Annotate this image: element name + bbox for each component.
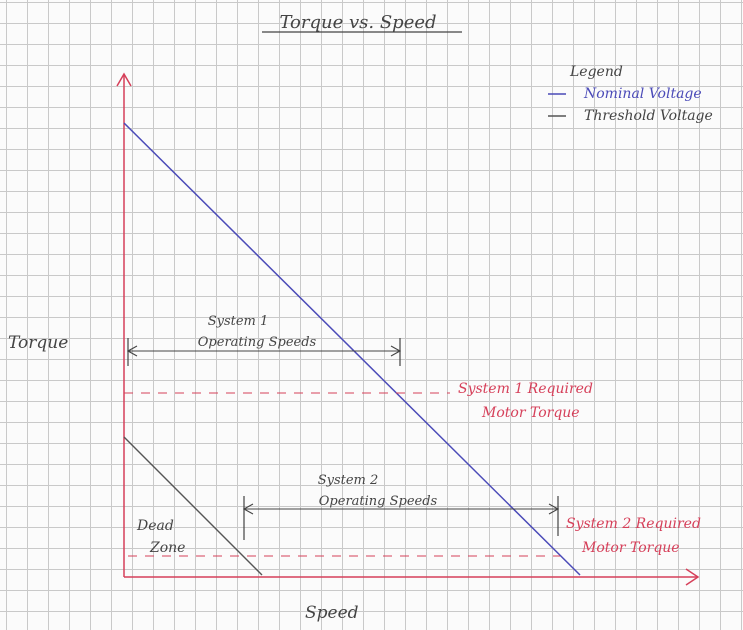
system1-range-left-arrow: [126, 345, 138, 357]
system1-torque-label-line1: System 1 Required: [458, 381, 593, 397]
legend-heading: Legend: [569, 64, 623, 80]
diagram-title: Torque vs. Speed: [279, 12, 436, 33]
x-axis-label: Speed: [305, 603, 359, 623]
x-axis-arrowhead: [685, 568, 700, 586]
legend-label-threshold: Threshold Voltage: [584, 108, 713, 124]
system2-speeds-label-line1: System 2: [318, 473, 379, 488]
system2-torque-label-line2: Motor Torque: [581, 540, 680, 556]
system1-torque-label-line2: Motor Torque: [481, 405, 580, 421]
system1-speeds-label-line2: Operating Speeds: [198, 335, 317, 350]
legend-label-nominal: Nominal Voltage: [583, 86, 702, 102]
system2-torque-label-line1: System 2 Required: [566, 516, 701, 532]
system2-speeds-label-line2: Operating Speeds: [319, 494, 438, 509]
system1-range-right-arrow: [390, 345, 402, 357]
y-axis-label: Torque: [8, 333, 68, 353]
nominal-voltage-line: [123, 122, 581, 576]
y-axis-arrowhead: [116, 72, 132, 87]
system2-range-right-arrow: [548, 503, 560, 515]
threshold-voltage-line: [123, 436, 263, 576]
system2-range-left-arrow: [242, 503, 254, 515]
system1-speeds-label-line1: System 1: [208, 314, 269, 329]
dead-zone-label-line2: Zone: [149, 540, 185, 556]
dead-zone-label-line1: Dead: [136, 518, 174, 534]
